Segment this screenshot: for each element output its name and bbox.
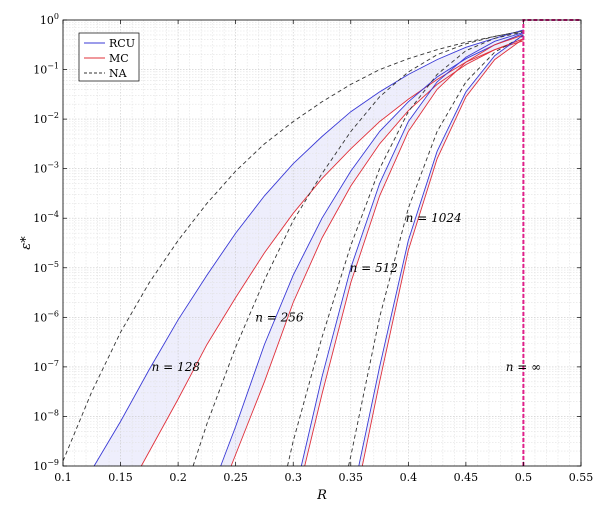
y-tick-label: 10−9 xyxy=(33,458,59,473)
legend-label-rcu: RCU xyxy=(109,37,135,50)
y-tick-label: 10−1 xyxy=(33,62,59,77)
annotation-3: n = 1024 xyxy=(406,211,462,225)
mc-curve-1 xyxy=(230,38,524,467)
plot-frame xyxy=(62,19,582,467)
rcu-curve-2 xyxy=(300,31,524,467)
curves xyxy=(62,19,581,467)
legend-label-na: NA xyxy=(109,67,128,80)
annotation-4: n = ∞ xyxy=(506,360,541,374)
na-curve-0 xyxy=(62,30,524,462)
y-tick-labels: 10−9 10−8 10−7 10−6 10−5 10−4 10−3 10−2 10−1 100 xyxy=(33,12,59,473)
mc-curve-2 xyxy=(304,34,524,467)
annotation-0: n = 128 xyxy=(152,360,201,374)
x-tick-label: 0.35 xyxy=(339,471,364,484)
y-tick-label: 10−3 xyxy=(33,161,59,176)
y-tick-label: 10−2 xyxy=(33,111,59,126)
x-tick-label: 0.15 xyxy=(108,471,133,484)
x-tick-label: 0.2 xyxy=(169,471,187,484)
x-tick-label: 0.55 xyxy=(569,471,594,484)
infinity-limit xyxy=(522,19,581,466)
legend: RCU MC NA xyxy=(78,32,140,82)
x-tick-label: 0.3 xyxy=(284,471,302,484)
mc-curve-3 xyxy=(361,38,524,467)
x-tick-labels: 0.1 0.15 0.2 0.25 0.3 0.35 0.4 0.45 0.5 0.55 xyxy=(54,471,593,484)
y-tick-label: 10−8 xyxy=(33,408,59,423)
rcu-curve-0 xyxy=(93,29,524,467)
x-tick-label: 0.45 xyxy=(454,471,479,484)
annotations: n = 128 n = 256 n = 512 n = 1024 n = ∞ xyxy=(152,211,542,374)
rcu-curve-3 xyxy=(358,34,524,467)
y-tick-label: 100 xyxy=(40,12,59,27)
annotation-1: n = 256 xyxy=(255,310,304,324)
y-axis-label: ε* xyxy=(19,236,34,250)
x-tick-label: 0.5 xyxy=(515,471,533,484)
x-tick-label: 0.4 xyxy=(400,471,418,484)
annotation-2: n = 512 xyxy=(350,261,398,275)
legend-label-mc: MC xyxy=(109,52,129,65)
mc-curve-0 xyxy=(140,40,524,467)
x-tick-label: 0.25 xyxy=(223,471,248,484)
na-curve-1 xyxy=(192,30,524,467)
na-curve-2 xyxy=(287,31,524,467)
x-axis-label: R xyxy=(316,488,327,503)
y-tick-label: 10−7 xyxy=(33,359,59,374)
y-tick-label: 10−6 xyxy=(33,309,59,324)
y-tick-label: 10−5 xyxy=(33,260,59,275)
band-0 xyxy=(94,29,524,467)
x-tick-label: 0.1 xyxy=(54,471,72,484)
grid xyxy=(62,20,582,467)
axis-ticks xyxy=(62,19,582,467)
rcu-curve-1 xyxy=(220,32,524,467)
band-2 xyxy=(301,32,524,467)
y-tick-label: 10−4 xyxy=(33,210,59,225)
